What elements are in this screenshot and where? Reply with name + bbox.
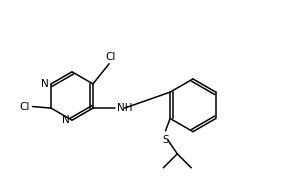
Text: N: N <box>62 115 70 125</box>
Text: N: N <box>41 79 49 89</box>
Text: NH: NH <box>117 103 132 113</box>
Text: Cl: Cl <box>105 52 115 62</box>
Text: Cl: Cl <box>20 102 30 112</box>
Text: S: S <box>162 135 169 145</box>
